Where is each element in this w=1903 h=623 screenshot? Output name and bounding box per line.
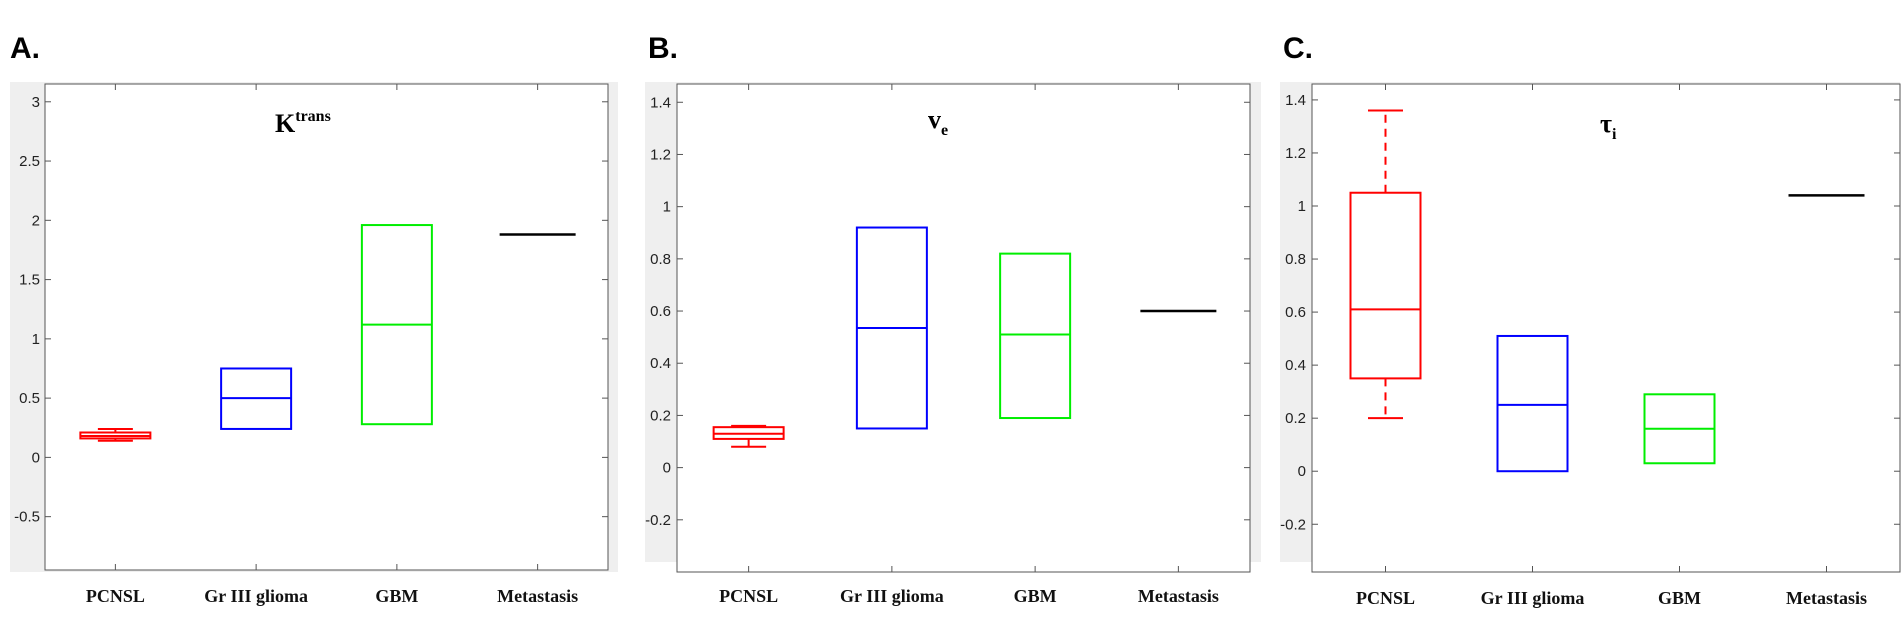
panel-letter: B. xyxy=(648,32,678,65)
y-tick-label: -0.5 xyxy=(14,509,40,526)
y-tick-label: 1.2 xyxy=(650,146,671,163)
plot-area xyxy=(44,83,609,571)
y-tick-label: 0.6 xyxy=(650,303,671,320)
chart-title: Ktrans xyxy=(275,108,331,138)
y-tick-label: 3 xyxy=(32,94,40,111)
box-iqr xyxy=(1349,191,1422,380)
category-label: PCNSL xyxy=(86,586,145,606)
category-label: PCNSL xyxy=(1356,588,1415,608)
y-tick-label: 0.6 xyxy=(1285,304,1306,321)
plot-area xyxy=(676,83,1251,573)
y-tick-label: 1.4 xyxy=(650,94,671,111)
category-label: Gr III glioma xyxy=(840,586,944,606)
y-tick-label: 0.4 xyxy=(650,355,671,372)
chart-title: τi xyxy=(1600,109,1617,143)
y-tick-label: 0.5 xyxy=(19,390,40,407)
chart-title-subscript: i xyxy=(1612,126,1617,143)
category-label: GBM xyxy=(375,586,418,606)
box-gr-iii-glioma xyxy=(1496,334,1569,473)
y-tick-label: 1.4 xyxy=(1285,92,1306,109)
box-gbm xyxy=(999,252,1072,420)
category-label: GBM xyxy=(1014,586,1057,606)
chart-title-main: v xyxy=(928,105,941,134)
box-gr-iii-glioma xyxy=(220,367,293,430)
y-tick-label: 2 xyxy=(32,212,40,229)
y-tick-label: 0 xyxy=(663,460,671,477)
category-label: Gr III glioma xyxy=(1481,588,1585,608)
y-tick-label: 0.8 xyxy=(1285,251,1306,268)
chart-title-main: K xyxy=(275,109,296,138)
y-tick-label: 2.5 xyxy=(19,153,40,170)
box-iqr xyxy=(999,252,1072,420)
panel-letter: C. xyxy=(1283,32,1313,65)
category-label: Metastasis xyxy=(1786,588,1867,608)
box-gbm xyxy=(1643,393,1716,465)
y-tick-label: 1 xyxy=(1298,198,1306,215)
box-pcnsl xyxy=(1349,109,1422,420)
category-label: Gr III glioma xyxy=(204,586,308,606)
chart-title-superscript: trans xyxy=(295,108,331,125)
y-tick-label: 0.2 xyxy=(650,407,671,424)
box-pcnsl xyxy=(79,427,152,442)
chart-title-main: τ xyxy=(1600,109,1612,138)
y-tick-label: 1.5 xyxy=(19,272,40,289)
chart-title-subscript: e xyxy=(941,122,948,139)
y-tick-label: 0.2 xyxy=(1285,410,1306,427)
category-label: GBM xyxy=(1658,588,1701,608)
box-gbm xyxy=(360,224,433,426)
y-tick-label: 0 xyxy=(1298,463,1306,480)
y-tick-label: 0.8 xyxy=(650,251,671,268)
plot-area xyxy=(1311,83,1901,573)
y-tick-label: 1 xyxy=(32,331,40,348)
box-gr-iii-glioma xyxy=(855,226,928,430)
y-tick-label: -0.2 xyxy=(645,512,671,529)
y-tick-label: 0.4 xyxy=(1285,357,1306,374)
y-tick-label: 1.2 xyxy=(1285,145,1306,162)
panel-0: A. 3 2.5 2 1.5 1 0.5 0 -0.5 PCNSL Gr III glioma GBM… xyxy=(10,32,618,606)
panel-1: B. 1.4 1.2 1 0.8 0.6 0.4 0.2 0 -0.2 PCNSL Gr III gl… xyxy=(645,32,1261,606)
panel-2: C. 1.4 1.2 1 0.8 0.6 0.4 0.2 0 -0.2 PCNSL Gr III gl… xyxy=(1280,32,1901,608)
category-label: PCNSL xyxy=(719,586,778,606)
chart-title: ve xyxy=(928,105,948,139)
y-tick-label: -0.2 xyxy=(1280,516,1306,533)
box-iqr xyxy=(1496,334,1569,473)
panel-letter: A. xyxy=(10,32,40,65)
box-pcnsl xyxy=(712,424,785,448)
category-label: Metastasis xyxy=(1138,586,1219,606)
y-tick-label: 1 xyxy=(663,199,671,216)
category-label: Metastasis xyxy=(497,586,578,606)
y-tick-label: 0 xyxy=(32,449,40,466)
